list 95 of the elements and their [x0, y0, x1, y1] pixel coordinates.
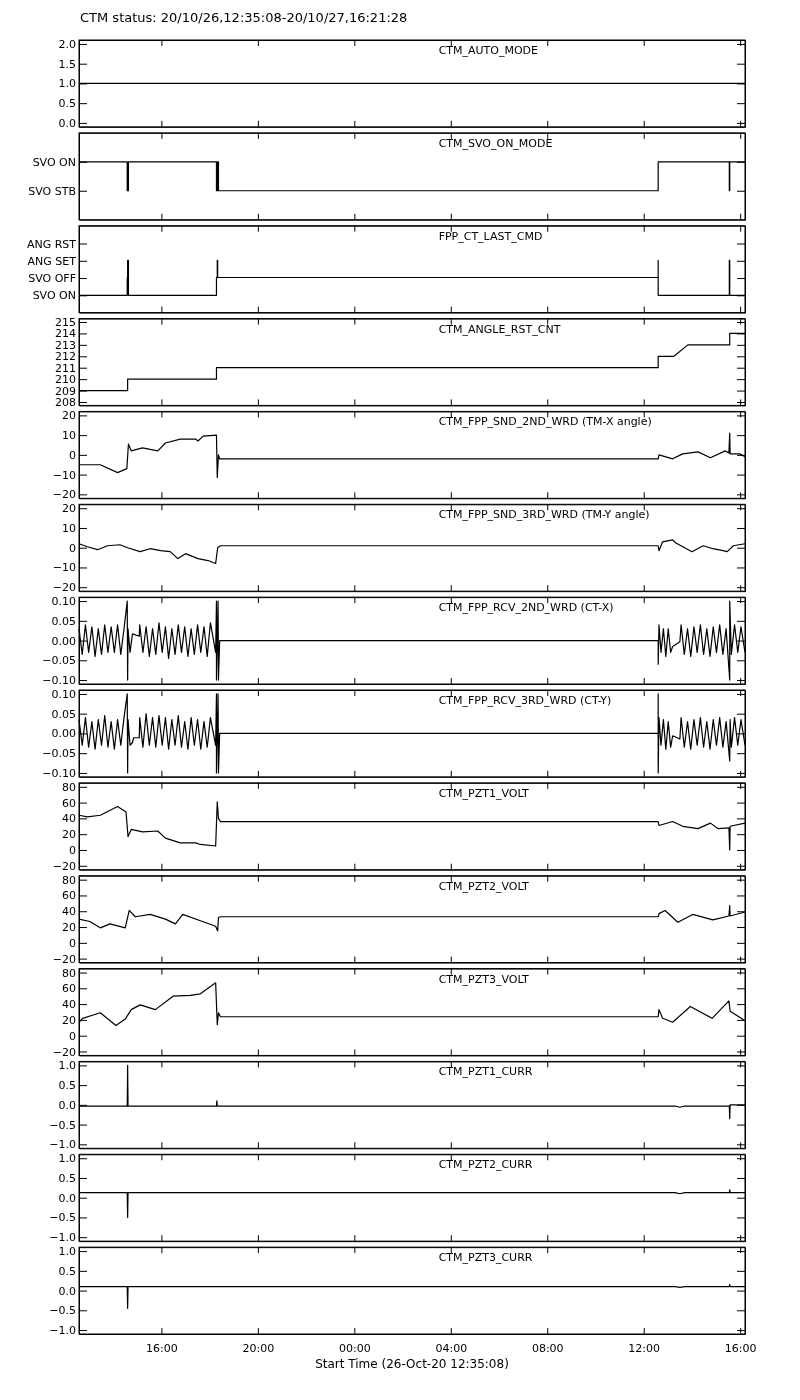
y-tick-label: 0 — [69, 843, 76, 857]
chart-title: CTM_AUTO_MODE — [438, 44, 539, 57]
y-tick-label: −0.5 — [49, 1118, 76, 1132]
chart-title: CTM_FPP_RCV_3RD_WRD (CT-Y) — [438, 694, 612, 707]
y-tick-label: −0.10 — [42, 766, 76, 780]
text: SVO ON — [32, 289, 76, 303]
y-tick-label: −10 — [52, 561, 76, 575]
chart-title: CTM_ANGLE_RST_CNT — [438, 322, 561, 336]
text: ANG RST — [26, 237, 77, 251]
y-tick-label: 208 — [55, 396, 76, 410]
y-tick-label: 0.0 — [58, 1098, 76, 1112]
text: SVO STB — [28, 184, 76, 198]
y-tick-label: 215 — [55, 316, 76, 330]
x-tick-label: 16:00 — [724, 1341, 757, 1355]
y-tick-label: −0.10 — [42, 674, 76, 688]
y-tick-label: 80 — [62, 966, 76, 980]
y-tick-label: 40 — [62, 812, 76, 826]
y-tick-label: 214 — [55, 327, 76, 341]
y-tick-label: −0.05 — [42, 654, 76, 668]
chart-title: CTM_FPP_RCV_2ND_WRD (CT-X) — [438, 601, 614, 615]
y-tick-label: 2.0 — [58, 37, 76, 51]
chart-title: CTM_PZT2_VOLT — [438, 879, 530, 893]
text: SVO OFF — [28, 272, 76, 286]
chart-title: CTM_SVO_ON_MODE — [438, 136, 553, 150]
y-tick-label: 0.0 — [58, 116, 76, 130]
y-tick-label: 0.5 — [58, 1079, 76, 1093]
y-tick-label: 20 — [62, 828, 76, 842]
chart-title: CTM_PZT2_CURR — [438, 1158, 533, 1172]
text: SVO ON — [32, 155, 76, 169]
chart-title: CTM_PZT3_CURR — [438, 1251, 533, 1265]
y-tick-label: 210 — [55, 373, 76, 387]
y-tick-label: 20 — [62, 1013, 76, 1027]
y-tick-label: 0.00 — [51, 727, 76, 741]
y-tick-label: 211 — [55, 361, 76, 375]
y-tick-label: −0.5 — [49, 1304, 76, 1318]
y-tick-label: 40 — [62, 905, 76, 919]
y-tick-label: 0 — [69, 936, 76, 950]
y-tick-label: −1.0 — [49, 1138, 76, 1152]
x-tick-label: 20:00 — [242, 1341, 275, 1355]
y-tick-label: 0.05 — [51, 614, 76, 628]
y-tick-label: 0.0 — [58, 1191, 76, 1205]
y-tick-label: 1.0 — [58, 1059, 76, 1073]
y-tick-label: 213 — [55, 338, 76, 352]
y-tick-label: 80 — [62, 780, 76, 794]
x-tick-label: 00:00 — [338, 1341, 371, 1355]
y-tick-label: 1.0 — [58, 77, 76, 91]
text: CTM status: 20/10/26,12:35:08-20/10/27,16:21:28 — [80, 10, 408, 25]
x-tick-label: 16:00 — [146, 1341, 178, 1355]
chart-title: CTM_FPP_SND_3RD_WRD (TM-Y angle) — [438, 508, 650, 522]
y-tick-label: 80 — [62, 873, 76, 887]
y-tick-label: −1.0 — [49, 1324, 76, 1338]
y-tick-label: 60 — [62, 889, 76, 903]
y-tick-label: 40 — [62, 998, 76, 1012]
chart-title: CTM_PZT3_VOLT — [438, 972, 530, 986]
y-tick-label: 0.10 — [51, 595, 76, 609]
x-tick-label: 04:00 — [435, 1341, 468, 1355]
y-tick-label: 0 — [69, 448, 76, 462]
y-tick-label: 0 — [69, 1029, 76, 1043]
chart-title: CTM_FPP_SND_2ND_WRD (TM-X angle) — [438, 415, 652, 429]
y-tick-label: −20 — [52, 859, 76, 873]
x-tick-label: 12:00 — [628, 1341, 661, 1355]
chart-title: CTM_PZT1_VOLT — [438, 786, 530, 800]
y-tick-label: −1.0 — [49, 1231, 76, 1245]
y-tick-label: 209 — [55, 384, 76, 398]
y-tick-label: 0.5 — [58, 1171, 76, 1185]
y-tick-label: 20 — [62, 921, 76, 935]
y-tick-label: 60 — [62, 982, 76, 996]
y-tick-label: 1.0 — [58, 1152, 76, 1166]
chart-title: FPP_CT_LAST_CMD — [438, 229, 543, 243]
y-tick-label: 212 — [55, 350, 76, 364]
y-tick-label: 60 — [62, 796, 76, 810]
text: ANG SET — [27, 254, 77, 268]
y-tick-label: −0.5 — [49, 1211, 76, 1225]
y-tick-label: 1.5 — [58, 57, 76, 71]
y-tick-label: 0 — [69, 541, 76, 555]
y-tick-label: −20 — [52, 1045, 76, 1059]
y-tick-label: 0.0 — [58, 1284, 76, 1298]
y-tick-label: 10 — [62, 429, 76, 443]
y-tick-label: 10 — [62, 521, 76, 535]
y-tick-label: 1.0 — [58, 1245, 76, 1259]
y-tick-label: −0.05 — [42, 747, 76, 761]
y-tick-label: −20 — [52, 488, 76, 502]
y-tick-label: −20 — [52, 952, 76, 966]
x-tick-label: 08:00 — [531, 1341, 564, 1355]
y-tick-label: 20 — [62, 502, 76, 516]
y-tick-label: −20 — [52, 581, 76, 595]
y-tick-label: 20 — [62, 409, 76, 423]
y-tick-label: 0.05 — [51, 707, 76, 721]
y-tick-label: −10 — [52, 468, 76, 482]
chart-title: CTM_PZT1_CURR — [438, 1065, 533, 1079]
y-tick-label: 0.5 — [58, 1264, 76, 1278]
y-tick-label: 0.10 — [51, 687, 76, 701]
x-axis-title: Start Time (26-Oct-20 12:35:08) — [315, 1357, 509, 1371]
y-tick-label: 0.5 — [58, 97, 76, 111]
y-tick-label: 0.00 — [51, 634, 76, 648]
